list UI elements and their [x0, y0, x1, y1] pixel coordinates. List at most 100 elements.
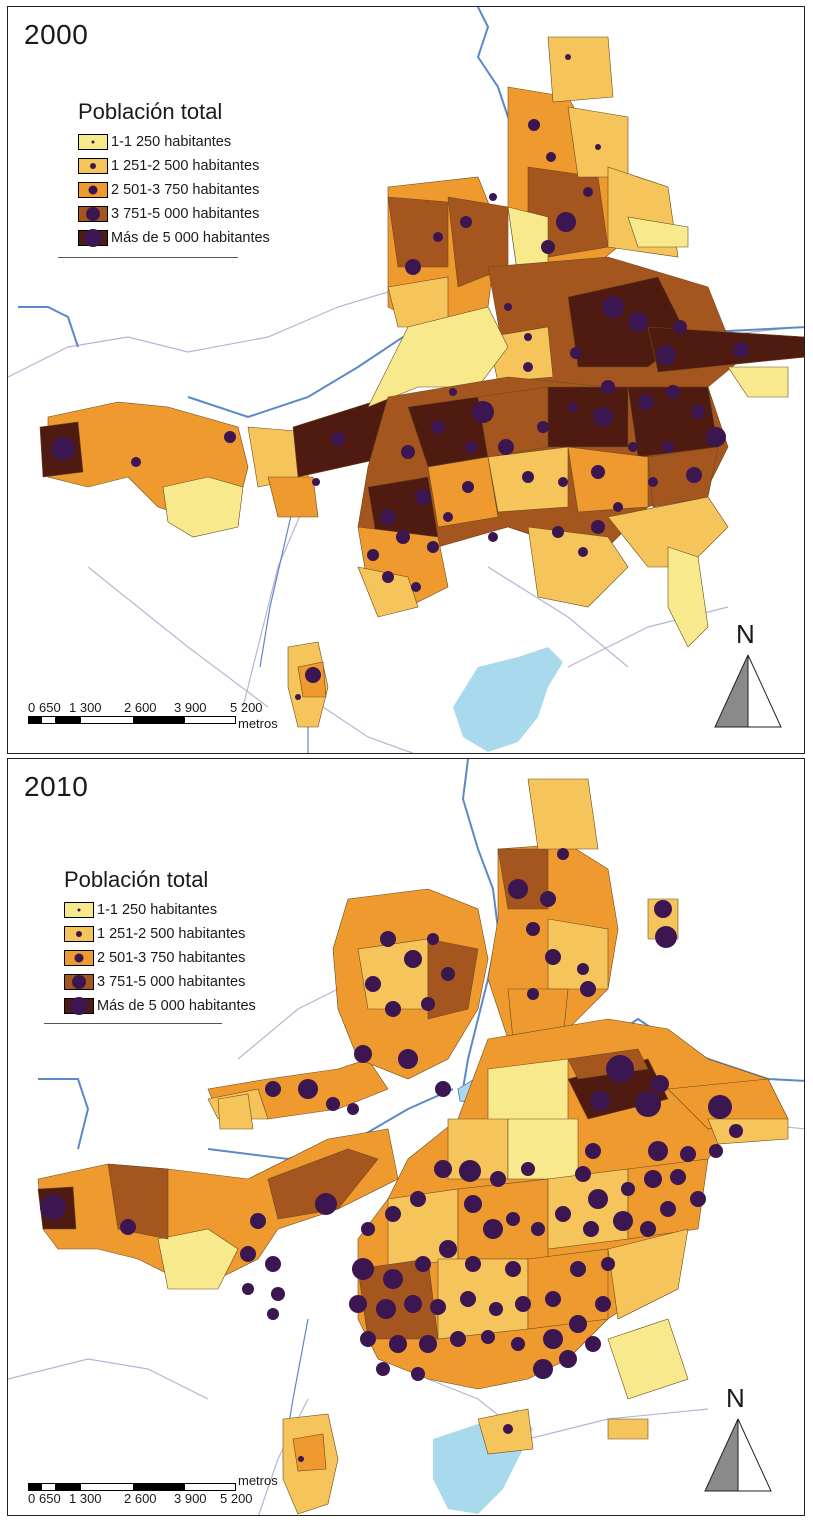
- dot: [504, 303, 512, 311]
- legend-divider: [58, 257, 238, 258]
- dot: [613, 502, 623, 512]
- dot: [565, 54, 571, 60]
- dot: [545, 1291, 561, 1307]
- year-label: 2000: [24, 19, 89, 50]
- dot: [569, 1315, 587, 1333]
- dot: [411, 582, 421, 592]
- dot: [415, 1256, 431, 1272]
- dot: [651, 1075, 669, 1093]
- scale-tick-label: 0: [28, 1491, 36, 1506]
- year-label: 2010: [24, 771, 89, 802]
- dot: [557, 848, 569, 860]
- dot: [361, 1222, 375, 1236]
- dot: [265, 1081, 281, 1097]
- dot: [51, 437, 75, 461]
- dot: [673, 320, 687, 334]
- scale-tick-label: 3 900: [174, 700, 207, 715]
- dot: [686, 467, 702, 483]
- legend-divider: [44, 1023, 222, 1024]
- dot: [305, 667, 321, 683]
- scale-labels: 0 650 1 300 2 600 3 900 5 200: [28, 1491, 288, 1507]
- dot: [443, 512, 453, 522]
- dot: [435, 1081, 451, 1097]
- dot: [527, 988, 539, 1000]
- dot: [541, 240, 555, 254]
- dot: [523, 362, 533, 372]
- scale-tick-label: 0: [28, 700, 36, 715]
- dot: [591, 465, 605, 479]
- dot: [434, 1160, 452, 1178]
- dot: [267, 1308, 279, 1320]
- dot: [401, 445, 415, 459]
- legend-title: Población total: [64, 867, 209, 892]
- legend-item: 1 251-2 500 habitantes: [78, 154, 270, 178]
- legend: Población total 1-1 250 habitantes 1 251…: [64, 867, 256, 1018]
- dot: [483, 1219, 503, 1239]
- dot: [419, 1335, 437, 1353]
- dot: [648, 477, 658, 487]
- dot: [545, 949, 561, 965]
- dot: [498, 439, 514, 455]
- dot: [552, 526, 564, 538]
- dot: [691, 405, 705, 419]
- dot: [376, 1299, 396, 1319]
- legend-swatch: [64, 997, 94, 1015]
- legend-swatch: [64, 926, 94, 942]
- legend-item: Más de 5 000 habitantes: [78, 226, 270, 250]
- dot: [578, 547, 588, 557]
- dot: [593, 407, 613, 427]
- legend-swatch: [78, 158, 108, 174]
- legend-swatch: [78, 206, 108, 222]
- dot: [465, 1256, 481, 1272]
- legend-item: 3 751-5 000 habitantes: [78, 202, 270, 226]
- scale-tick-label: 650: [39, 700, 61, 715]
- dot: [540, 891, 556, 907]
- dot: [543, 1329, 563, 1349]
- legend-item: 1-1 250 habitantes: [64, 898, 256, 922]
- legend-item: 2 501-3 750 habitantes: [64, 946, 256, 970]
- dot: [405, 259, 421, 275]
- dot: [298, 1456, 304, 1462]
- dot: [315, 1193, 337, 1215]
- dot: [347, 1103, 359, 1115]
- dot: [506, 1212, 520, 1226]
- north-arrow: N: [713, 619, 783, 733]
- dot: [588, 1189, 608, 1209]
- scale-bar-graphic: [28, 716, 236, 724]
- dot: [606, 1055, 634, 1083]
- legend-label: 2 501-3 750 habitantes: [97, 950, 246, 966]
- legend-label: 3 751-5 000 habitantes: [97, 974, 246, 990]
- dot: [271, 1287, 285, 1301]
- dot: [508, 879, 528, 899]
- dot: [613, 1211, 633, 1231]
- legend: Población total 1-1 250 habitantes 1 251…: [78, 99, 270, 250]
- dot: [224, 431, 236, 443]
- scale-tick-label: 2 600: [124, 1491, 157, 1506]
- dot: [331, 432, 345, 446]
- dot: [583, 187, 593, 197]
- scale-tick-label: 1 300: [69, 1491, 102, 1506]
- dot: [411, 1367, 425, 1381]
- dot: [546, 152, 556, 162]
- dot: [415, 489, 431, 505]
- dot: [360, 1331, 376, 1347]
- dot: [427, 933, 439, 945]
- dot: [601, 380, 615, 394]
- dot: [595, 1296, 611, 1312]
- dot: [431, 420, 445, 434]
- scale-tick-label: 5 200: [230, 700, 263, 715]
- dot: [568, 402, 578, 412]
- dot: [595, 144, 601, 150]
- map-panel-2000: 2000 Población total 1-1 250 habitantes …: [7, 6, 805, 754]
- dot: [312, 478, 320, 486]
- dot: [555, 1206, 571, 1222]
- dot: [380, 931, 396, 947]
- dot: [585, 1336, 601, 1352]
- map-canvas-2000: [8, 7, 804, 753]
- scale-tick-label: 3 900: [174, 1491, 207, 1506]
- dot: [380, 509, 396, 525]
- dot: [602, 296, 624, 318]
- dot: [385, 1001, 401, 1017]
- dot: [526, 922, 540, 936]
- dot: [465, 441, 477, 453]
